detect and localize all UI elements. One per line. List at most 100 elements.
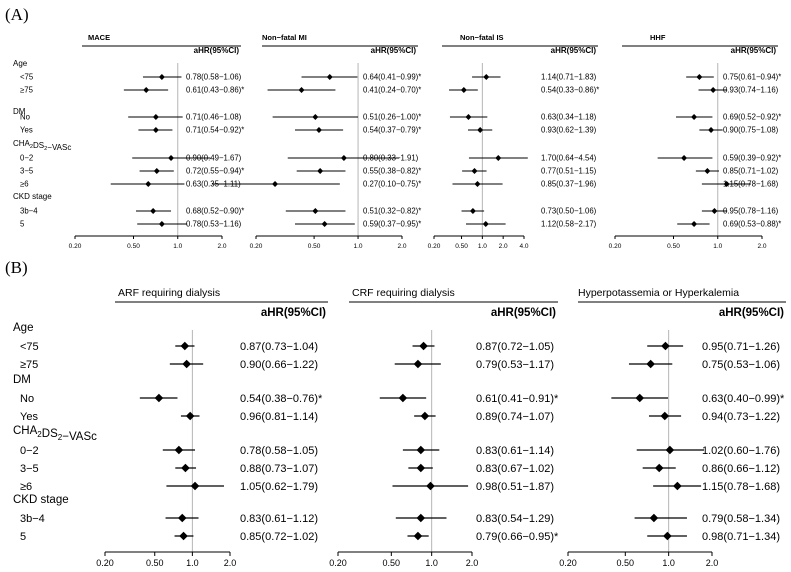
estimate-marker: [635, 393, 645, 403]
x-tick-label: 1.0: [173, 243, 182, 250]
estimate-marker: [168, 155, 175, 161]
estimate-text: 1.05(0.62−1.79): [240, 481, 318, 493]
x-tick-label: 0.50: [127, 243, 140, 250]
x-tick-label: 2.0: [706, 558, 719, 568]
row-label: 5: [20, 531, 26, 543]
estimate-text: 0.78(0.53−1.16): [186, 220, 242, 229]
plot-title: ARF requiring dialysis: [118, 287, 220, 299]
x-tick-label: 0.20: [609, 243, 622, 250]
estimate-marker: [483, 74, 490, 80]
value-header: aHR(95%CI): [551, 46, 597, 55]
estimate-marker: [673, 481, 682, 491]
estimate-marker: [340, 155, 347, 161]
plot-title: Non−fatal MI: [262, 33, 307, 42]
estimate-text: 0.98(0.51−1.87): [476, 481, 554, 493]
estimate-marker: [649, 513, 659, 523]
estimate-text: 0.54(0.38−0.76)*: [240, 393, 323, 405]
estimate-text: 0.85(0.71−1.02): [723, 167, 779, 176]
estimate-marker: [474, 181, 481, 187]
estimate-text: 0.63(0.40−0.99)*: [702, 393, 785, 405]
estimate-text: 0.71(0.54−0.92)*: [186, 126, 244, 135]
estimate-marker: [708, 127, 715, 133]
estimate-marker: [681, 155, 688, 161]
x-tick-label: 0.20: [559, 558, 577, 568]
estimate-marker: [181, 463, 190, 473]
estimate-text: 0.79(0.66−0.95)*: [476, 531, 559, 543]
estimate-marker: [663, 531, 672, 541]
estimate-text: 0.85(0.72−1.02): [240, 531, 318, 543]
row-group-header: CHA2DS2−VASc: [13, 425, 97, 443]
estimate-marker: [495, 155, 502, 161]
plot-title: HHF: [650, 33, 666, 42]
row-group-header: DM: [13, 374, 31, 386]
estimate-text: 0.69(0.53−0.88)*: [723, 220, 781, 229]
estimate-text: 0.88(0.73−1.07): [240, 463, 318, 475]
x-tick-label: 0.20: [69, 243, 82, 250]
estimate-text: 0.71(0.46−1.08): [186, 113, 242, 122]
x-tick-label: 0.20: [329, 558, 347, 568]
estimate-text: 0.51(0.26−1.00)*: [363, 113, 421, 122]
estimate-text: 0.93(0.74−1.16): [723, 86, 779, 95]
estimate-marker: [298, 87, 305, 93]
estimate-text: 0.78(0.58−1.05): [240, 445, 318, 457]
estimate-text: 0.75(0.61−0.94)*: [723, 73, 781, 82]
x-tick-label: 0.50: [383, 558, 401, 568]
estimate-marker: [179, 531, 188, 541]
estimate-marker: [469, 208, 476, 214]
estimate-marker: [312, 208, 319, 214]
x-tick-label: 0.20: [428, 243, 441, 250]
estimate-marker: [154, 393, 164, 403]
estimate-marker: [145, 181, 152, 187]
plot-title: CRF requiring dialysis: [352, 287, 455, 299]
row-label: 0−2: [20, 445, 39, 457]
estimate-text: 0.90(0.66−1.22): [240, 359, 318, 371]
plot-title: Hyperpotassemia or Hyperkalemia: [578, 287, 739, 299]
row-label: 5: [20, 220, 25, 229]
row-label: ≥75: [20, 359, 38, 371]
estimate-marker: [153, 168, 160, 174]
row-label: 3b−4: [20, 513, 45, 525]
row-label: ≥75: [20, 86, 34, 95]
plot-title: MACE: [88, 33, 110, 42]
estimate-marker: [182, 359, 191, 369]
x-tick-label: 1.0: [478, 243, 487, 250]
value-header: aHR(95%CI): [491, 307, 556, 319]
estimate-text: 0.69(0.52−0.92)*: [723, 113, 781, 122]
estimate-marker: [654, 463, 664, 473]
estimate-text: 0.59(0.37−0.95)*: [363, 220, 421, 229]
estimate-marker: [158, 74, 165, 80]
row-group-header: CHA2DS2−VASc: [13, 139, 71, 152]
estimate-text: 0.83(0.61−1.14): [476, 445, 554, 457]
row-group-header: CKD stage: [13, 494, 69, 506]
estimate-text: 0.83(0.67−1.02): [476, 463, 554, 475]
estimate-text: 0.55(0.38−0.82)*: [363, 167, 421, 176]
estimate-marker: [174, 445, 184, 455]
estimate-text: 1.12(0.58−2.17): [541, 220, 597, 229]
estimate-text: 0.27(0.10−0.75)*: [363, 180, 421, 189]
estimate-marker: [661, 341, 670, 351]
value-header: aHR(95%CI): [261, 307, 326, 319]
estimate-text: 1.15(0.78−1.68): [723, 180, 779, 189]
x-tick-label: 1.0: [662, 558, 675, 568]
estimate-marker: [723, 181, 730, 187]
estimate-marker: [420, 411, 430, 421]
estimate-marker: [711, 208, 718, 214]
x-tick-label: 0.50: [308, 243, 321, 250]
estimate-text: 0.95(0.71−1.26): [702, 341, 780, 353]
estimate-marker: [710, 87, 717, 93]
estimate-marker: [691, 114, 698, 120]
estimate-marker: [177, 513, 187, 523]
x-tick-label: 0.50: [617, 558, 635, 568]
estimate-text: 1.70(0.64−4.54): [541, 154, 597, 163]
x-tick-label: 0.50: [667, 243, 680, 250]
x-tick-label: 2.0: [757, 243, 766, 250]
x-tick-label: 2.0: [217, 243, 226, 250]
x-tick-label: 2.0: [499, 243, 508, 250]
estimate-marker: [465, 114, 472, 120]
estimate-text: 0.83(0.61−1.12): [240, 513, 318, 525]
row-label: No: [20, 393, 34, 405]
estimate-text: 0.41(0.24−0.70)*: [363, 86, 421, 95]
estimate-marker: [143, 87, 150, 93]
estimate-text: 0.64(0.41−0.99)*: [363, 73, 421, 82]
estimate-marker: [152, 127, 159, 133]
